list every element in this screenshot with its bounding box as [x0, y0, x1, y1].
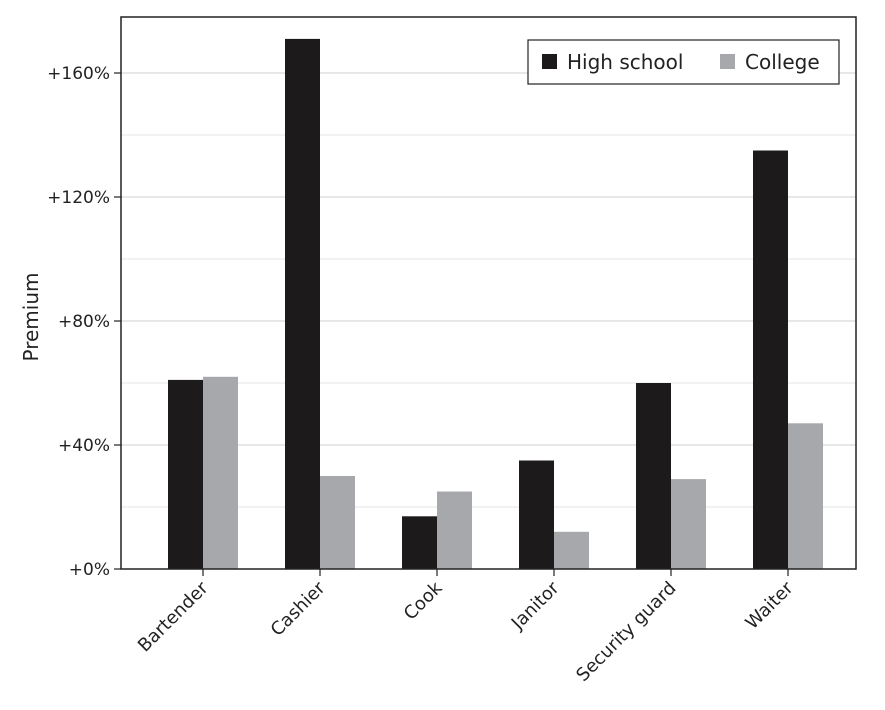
bar-college-cashier — [320, 476, 355, 569]
x-tick-label: Bartender — [134, 577, 213, 656]
x-tick-label: Waiter — [742, 577, 798, 633]
y-axis: +0% +40% +80% +120% +160% — [47, 64, 121, 580]
x-tick-label: Janitor — [507, 577, 564, 634]
y-axis-label: Premium — [19, 273, 43, 362]
legend-label-high-school: High school — [567, 50, 683, 74]
y-tick-label: +0% — [69, 560, 110, 580]
bar-college-cook — [437, 491, 472, 569]
bar-college-bartender — [203, 376, 238, 569]
bar-high-school-cook — [402, 516, 437, 569]
bar-high-school-waiter — [753, 150, 788, 569]
legend-label-college: College — [745, 50, 820, 74]
x-tick-label: Cook — [400, 577, 447, 624]
bar-college-security-guard — [671, 479, 706, 569]
gridlines — [121, 72, 856, 508]
bar-high-school-janitor — [519, 460, 554, 569]
bar-college-janitor — [554, 531, 589, 569]
plot-frame — [120, 16, 857, 570]
bar-high-school-security-guard — [636, 383, 671, 569]
legend-box — [527, 39, 840, 85]
bars — [168, 38, 823, 569]
legend-swatch-college — [720, 54, 735, 69]
legend: High school College — [527, 39, 840, 85]
y-tick-label: +40% — [58, 436, 110, 456]
x-tick-label: Security guard — [572, 578, 680, 686]
bar-high-school-cashier — [285, 38, 320, 569]
bar-college-waiter — [788, 423, 823, 569]
legend-swatch-high-school — [542, 54, 557, 69]
x-axis: Bartender Cashier Cook Janitor Security guar… — [134, 569, 798, 686]
y-tick-label: +120% — [47, 188, 110, 208]
y-tick-label: +160% — [47, 64, 110, 84]
bar-high-school-bartender — [168, 379, 203, 569]
x-tick-label: Cashier — [267, 577, 330, 640]
y-tick-label: +80% — [58, 312, 110, 332]
